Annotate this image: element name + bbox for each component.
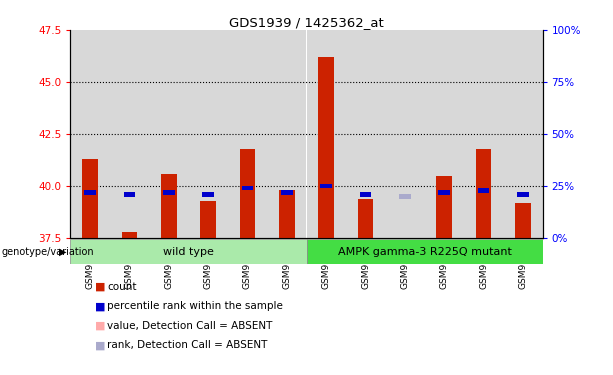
Text: AMPK gamma-3 R225Q mutant: AMPK gamma-3 R225Q mutant — [338, 247, 511, 256]
Bar — [240, 148, 256, 238]
Text: count: count — [107, 282, 137, 292]
Bar — [279, 190, 295, 238]
Bar — [320, 184, 332, 188]
Bar — [121, 232, 137, 238]
Bar — [346, 30, 385, 238]
Bar — [478, 188, 489, 192]
Bar — [357, 199, 373, 238]
Title: GDS1939 / 1425362_at: GDS1939 / 1425362_at — [229, 16, 384, 29]
Bar — [424, 30, 464, 238]
Bar — [149, 30, 189, 238]
Text: percentile rank within the sample: percentile rank within the sample — [107, 302, 283, 311]
Bar — [242, 186, 253, 190]
Bar — [399, 194, 411, 199]
Bar — [228, 30, 267, 238]
Bar — [517, 192, 529, 197]
Bar — [84, 190, 96, 195]
Bar — [124, 192, 135, 197]
Bar — [189, 30, 228, 238]
Bar — [70, 239, 306, 264]
Bar — [360, 192, 371, 197]
Text: ■: ■ — [95, 321, 105, 331]
Bar — [306, 239, 543, 264]
Text: ▶: ▶ — [59, 247, 66, 256]
Bar — [110, 30, 149, 238]
Bar — [281, 190, 293, 195]
Bar — [163, 190, 175, 195]
Bar — [202, 192, 214, 197]
Text: rank, Detection Call = ABSENT: rank, Detection Call = ABSENT — [107, 340, 268, 350]
Bar — [70, 30, 110, 238]
Bar — [436, 176, 452, 238]
Text: ■: ■ — [95, 340, 105, 350]
Text: wild type: wild type — [163, 247, 214, 256]
Bar — [161, 174, 177, 238]
Bar — [306, 30, 346, 238]
Bar — [82, 159, 98, 238]
Bar — [503, 30, 543, 238]
Text: genotype/variation: genotype/variation — [1, 247, 94, 256]
Bar — [318, 57, 334, 238]
Bar — [438, 190, 450, 195]
Text: ■: ■ — [95, 282, 105, 292]
Text: value, Detection Call = ABSENT: value, Detection Call = ABSENT — [107, 321, 273, 331]
Bar — [515, 203, 531, 238]
Bar — [476, 148, 492, 238]
Bar — [385, 30, 424, 238]
Bar — [200, 201, 216, 238]
Bar — [267, 30, 306, 238]
Text: ■: ■ — [95, 302, 105, 311]
Bar — [464, 30, 503, 238]
